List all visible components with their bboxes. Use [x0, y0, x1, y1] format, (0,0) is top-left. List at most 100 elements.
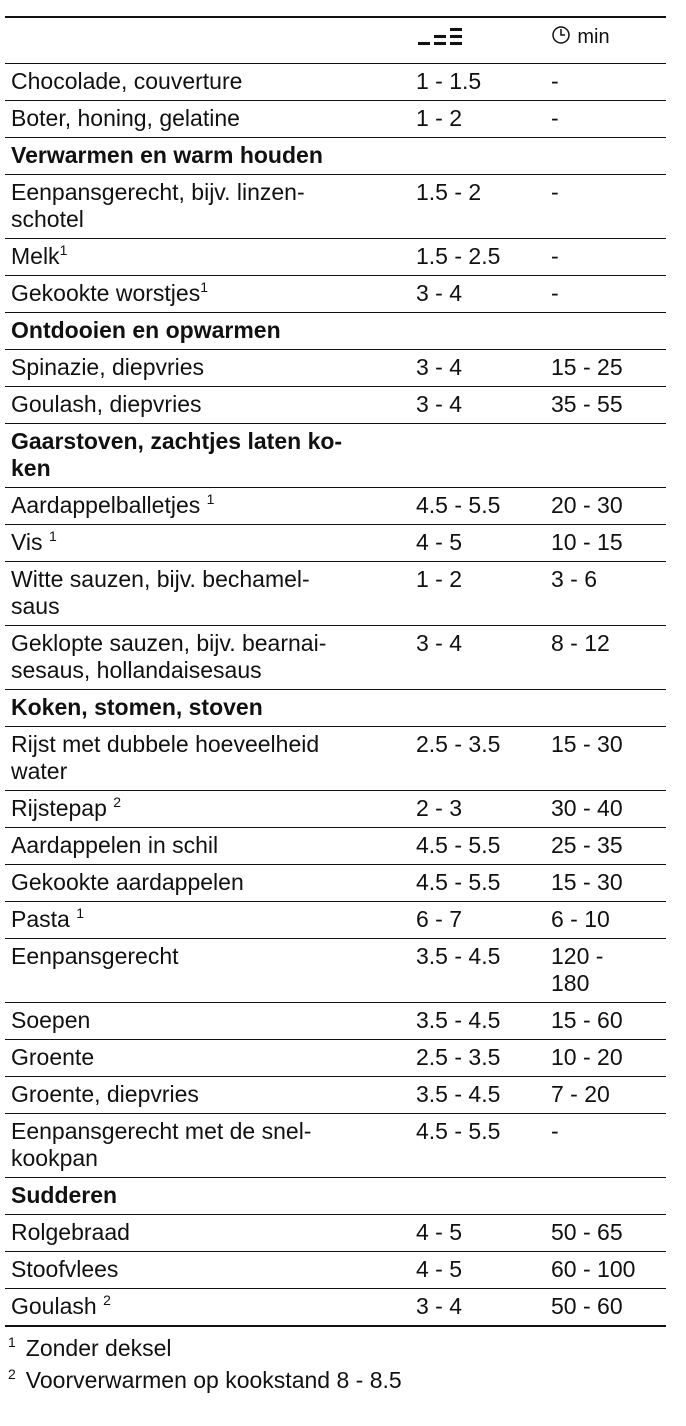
cell-line: Goulash: [11, 1293, 104, 1319]
time-cell: 120 -180: [545, 938, 666, 1003]
level-cell: 3 - 4: [410, 1288, 545, 1327]
food-cell: Eenpansgerecht, bijv. linzen-schotel: [5, 174, 410, 239]
food-cell: Stoofvlees: [5, 1251, 410, 1289]
level-cell: 1 - 1.5: [410, 63, 545, 101]
item-row: Geklopte sauzen, bijv. bearnai-sesaus, h…: [5, 625, 666, 690]
header-cell: [5, 16, 410, 64]
cell-line: Gekookte worstjes: [11, 280, 201, 306]
cell-line: 180: [551, 970, 590, 996]
food-cell: Boter, honing, gelatine: [5, 100, 410, 138]
section-title: Sudderen: [5, 1177, 666, 1215]
cell-line: 3 - 4: [416, 280, 463, 306]
cell-line: -: [551, 243, 559, 269]
header-row: min: [5, 16, 666, 64]
table-body: min Chocolade, couverture 1 - 1.5 - Boter, …: [5, 16, 666, 1327]
cell-line: 15 - 60: [551, 1007, 623, 1033]
cell-line: 1.5 - 2: [416, 179, 482, 205]
cell-line: Eenpansgerecht, bijv. linzen-: [11, 179, 305, 205]
time-cell: -: [545, 63, 666, 101]
cell-line: water: [11, 758, 68, 784]
level-cell: 4 - 5: [410, 1214, 545, 1252]
header-cell: [410, 16, 545, 64]
cell-line: -: [551, 280, 559, 306]
cell-line: 4 - 5: [416, 1219, 463, 1245]
cell-line: 20 - 30: [551, 492, 623, 518]
time-cell: 3 - 6: [545, 561, 666, 626]
cell-line: saus: [11, 593, 60, 619]
cell-line: Chocolade, couverture: [11, 68, 243, 94]
cell-line: 15 - 30: [551, 869, 623, 895]
cell-line: 7 - 20: [551, 1081, 610, 1107]
cell-line: Witte sauzen, bijv. bechamel-: [11, 566, 310, 592]
time-unit: min: [577, 26, 610, 48]
cell-line: 50 - 60: [551, 1293, 623, 1319]
cell-line: Rijst met dubbele hoeveelheid: [11, 731, 320, 757]
level-cell: 2.5 - 3.5: [410, 1039, 545, 1077]
level-cell: 4.5 - 5.5: [410, 487, 545, 525]
section-row: Ontdooien en opwarmen: [5, 312, 666, 350]
cell-line: 3 - 4: [416, 354, 463, 380]
footnote-ref: 1: [206, 491, 215, 507]
cell-line: 120 -: [551, 943, 604, 969]
time-cell: 15 - 30: [545, 726, 666, 791]
level-cell: 4.5 - 5.5: [410, 1113, 545, 1178]
level-cell: 2 - 3: [410, 790, 545, 828]
food-cell: Gekookte worstjes1: [5, 275, 410, 313]
cell-line: 3 - 4: [416, 391, 463, 417]
food-cell: Aardappelen in schil: [5, 827, 410, 865]
level-cell: 4 - 5: [410, 1251, 545, 1289]
level-cell: 4 - 5: [410, 524, 545, 562]
item-row: Goulash, diepvries 3 - 4 35 - 55: [5, 386, 666, 424]
time-cell: -: [545, 100, 666, 138]
footnote-text: Zonder deksel: [25, 1335, 172, 1361]
level-cell: 3.5 - 4.5: [410, 1076, 545, 1114]
cell-line: Melk: [11, 243, 60, 269]
time-cell: 10 - 20: [545, 1039, 666, 1077]
cell-line: Soepen: [11, 1007, 91, 1033]
cell-line: ken: [11, 455, 51, 481]
time-cell: 15 - 60: [545, 1002, 666, 1040]
level-cell: 1 - 2: [410, 561, 545, 626]
cell-line: Vis: [11, 529, 49, 555]
cell-line: 60 - 100: [551, 1256, 636, 1282]
settings-table: min Chocolade, couverture 1 - 1.5 - Boter, …: [5, 16, 666, 1327]
level-cell: 3 - 4: [410, 275, 545, 313]
level-cell: 1 - 2: [410, 100, 545, 138]
cell-line: 6 - 10: [551, 906, 610, 932]
level-cell: 3.5 - 4.5: [410, 938, 545, 1003]
cell-line: 1 - 1.5: [416, 68, 482, 94]
time-cell: 10 - 15: [545, 524, 666, 562]
cell-line: 15 - 30: [551, 731, 623, 757]
clock-icon: [552, 26, 570, 44]
footnote-mark: 1: [8, 1334, 16, 1350]
cell-line: Rijstepap: [11, 795, 114, 821]
cell-line: 4.5 - 5.5: [416, 832, 501, 858]
food-cell: Chocolade, couverture: [5, 63, 410, 101]
cell-line: 1 - 2: [416, 105, 463, 131]
cell-line: Koken, stomen, stoven: [11, 694, 263, 720]
footnote-ref: 1: [48, 528, 57, 544]
section-title: Koken, stomen, stoven: [5, 689, 666, 727]
cell-line: Stoofvlees: [11, 1256, 119, 1282]
time-cell: 30 - 40: [545, 790, 666, 828]
level-cell: 2.5 - 3.5: [410, 726, 545, 791]
cell-line: sesaus, hollandaisesaus: [11, 657, 262, 683]
item-row: Eenpansgerecht 3.5 - 4.5 120 -180: [5, 938, 666, 1003]
food-cell: Groente: [5, 1039, 410, 1077]
cell-line: Aardappelen in schil: [11, 832, 219, 858]
cell-line: kookpan: [11, 1145, 98, 1171]
section-title: Gaarstoven, zachtjes laten ko-ken: [5, 423, 666, 488]
level-cell: 3 - 4: [410, 349, 545, 387]
cell-line: 35 - 55: [551, 391, 623, 417]
item-row: Rolgebraad 4 - 5 50 - 65: [5, 1214, 666, 1252]
level-cell: 3.5 - 4.5: [410, 1002, 545, 1040]
item-row: Eenpansgerecht, bijv. linzen-schotel 1.5 …: [5, 174, 666, 239]
level-cell: 3 - 4: [410, 386, 545, 424]
cell-line: 10 - 15: [551, 529, 623, 555]
cell-line: Groente: [11, 1044, 95, 1070]
footnote-ref: 1: [76, 905, 85, 921]
section-row: Sudderen: [5, 1177, 666, 1215]
time-cell: 50 - 65: [545, 1214, 666, 1252]
